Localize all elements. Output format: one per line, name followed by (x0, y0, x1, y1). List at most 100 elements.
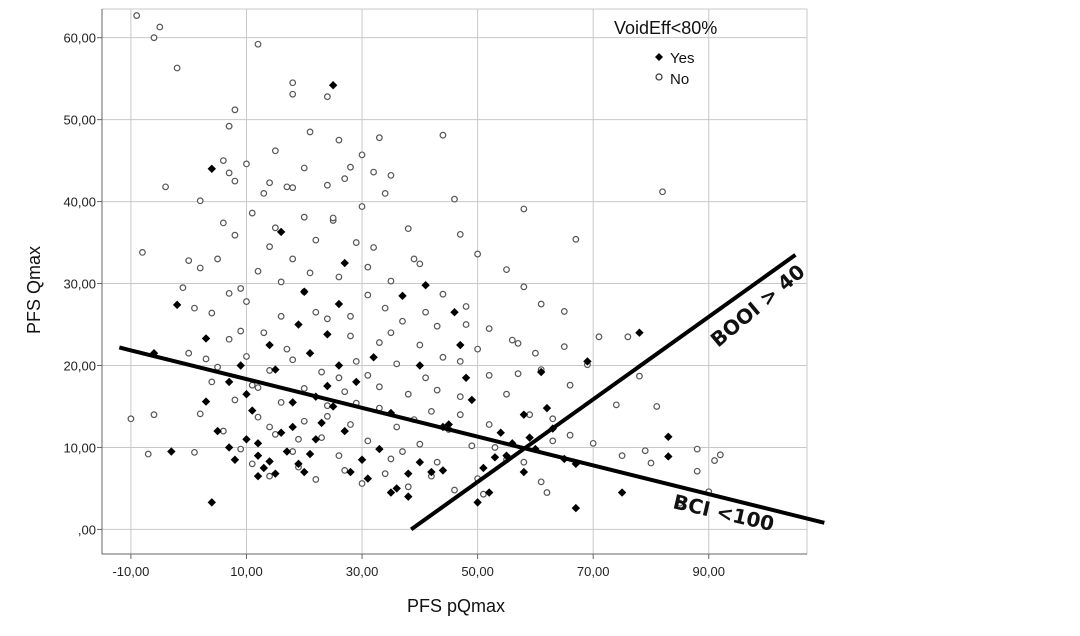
no-point (364, 371, 372, 379)
yes-point (282, 447, 292, 456)
y-tick-labels: ,00 10,00 20,00 30,00 40,00 50,00 60,00 (63, 31, 102, 537)
no-point (231, 231, 239, 239)
no-point (375, 134, 383, 142)
no-point (243, 160, 250, 168)
yes-point (542, 403, 552, 413)
yes-point (352, 377, 361, 387)
yes-point (635, 328, 644, 337)
no-point (191, 304, 198, 312)
yes-point (456, 340, 465, 350)
no-point (300, 164, 308, 172)
bci-line (118, 345, 825, 525)
no-point (462, 321, 470, 328)
no-point (456, 411, 464, 419)
yes-point (242, 389, 251, 399)
no-point (375, 339, 383, 346)
no-point (254, 384, 262, 392)
yes-point (265, 340, 274, 350)
yes-point (265, 457, 274, 466)
no-point (439, 290, 447, 298)
no-point (208, 378, 216, 386)
no-point (341, 467, 349, 474)
no-point (243, 298, 250, 305)
no-point (283, 345, 291, 353)
yes-point (404, 469, 413, 478)
no-point (214, 255, 221, 263)
no-point (277, 312, 285, 320)
yes-point (427, 467, 436, 477)
no-point (150, 411, 158, 419)
no-point (422, 374, 430, 382)
yes-point (386, 488, 396, 497)
no-point (427, 407, 435, 415)
no-point (231, 106, 239, 114)
no-point (416, 260, 424, 268)
no-point (537, 300, 545, 308)
no-point (271, 430, 279, 438)
no-point (618, 452, 626, 460)
no-point (439, 353, 447, 361)
no-point (595, 333, 603, 341)
no-point (185, 257, 193, 265)
no-point (647, 459, 655, 467)
yes-point (375, 444, 384, 454)
yes-point (467, 395, 477, 405)
yes-point (479, 463, 488, 473)
yes-point (404, 492, 413, 501)
no-point (399, 317, 406, 325)
no-point (508, 336, 516, 344)
no-point (312, 476, 320, 483)
no-point (347, 312, 354, 320)
yes-point (201, 334, 211, 343)
no-point (323, 315, 331, 323)
no-point (693, 445, 701, 453)
x-tick-label: 10,00 (230, 564, 263, 579)
yes-point (294, 320, 303, 329)
yes-point (484, 488, 494, 497)
horizontal-gridlines (102, 37, 807, 530)
no-point (237, 285, 245, 292)
no-point (456, 358, 464, 365)
x-tick-label: 70,00 (577, 564, 610, 579)
no-point (532, 349, 539, 357)
no-point (549, 437, 557, 445)
yes-point (253, 439, 263, 448)
no-point (451, 486, 458, 494)
no-point (676, 499, 684, 507)
no-point (387, 329, 395, 337)
no-point (260, 329, 268, 337)
no-point (433, 386, 441, 394)
vertical-gridlines (130, 9, 710, 554)
no-point (399, 448, 406, 455)
no-point (543, 489, 551, 496)
yes-point (207, 498, 216, 507)
no-point (503, 266, 510, 274)
no-point (318, 368, 325, 376)
no-point (312, 236, 320, 244)
no-point (289, 184, 297, 192)
no-point (196, 410, 204, 418)
no-point (196, 264, 204, 272)
no-point (468, 442, 476, 450)
no-point (225, 289, 233, 297)
no-point (364, 263, 372, 271)
legend: VoidEff<80% Yes No (614, 18, 717, 88)
yes-point (415, 458, 425, 467)
x-tick-label: 90,00 (692, 564, 725, 579)
no-point (225, 169, 233, 177)
no-point (127, 415, 135, 423)
no-point (312, 308, 320, 316)
reference-lines (118, 253, 825, 532)
yes-point (323, 381, 332, 391)
no-point (549, 415, 557, 423)
no-point (364, 291, 372, 299)
no-point (433, 322, 441, 330)
no-point (335, 136, 343, 144)
no-point (653, 403, 661, 410)
no-point (422, 308, 430, 316)
x-tick-label: 30,00 (346, 564, 379, 579)
no-point (260, 189, 268, 197)
no-point (624, 333, 632, 341)
no-point (462, 303, 470, 310)
